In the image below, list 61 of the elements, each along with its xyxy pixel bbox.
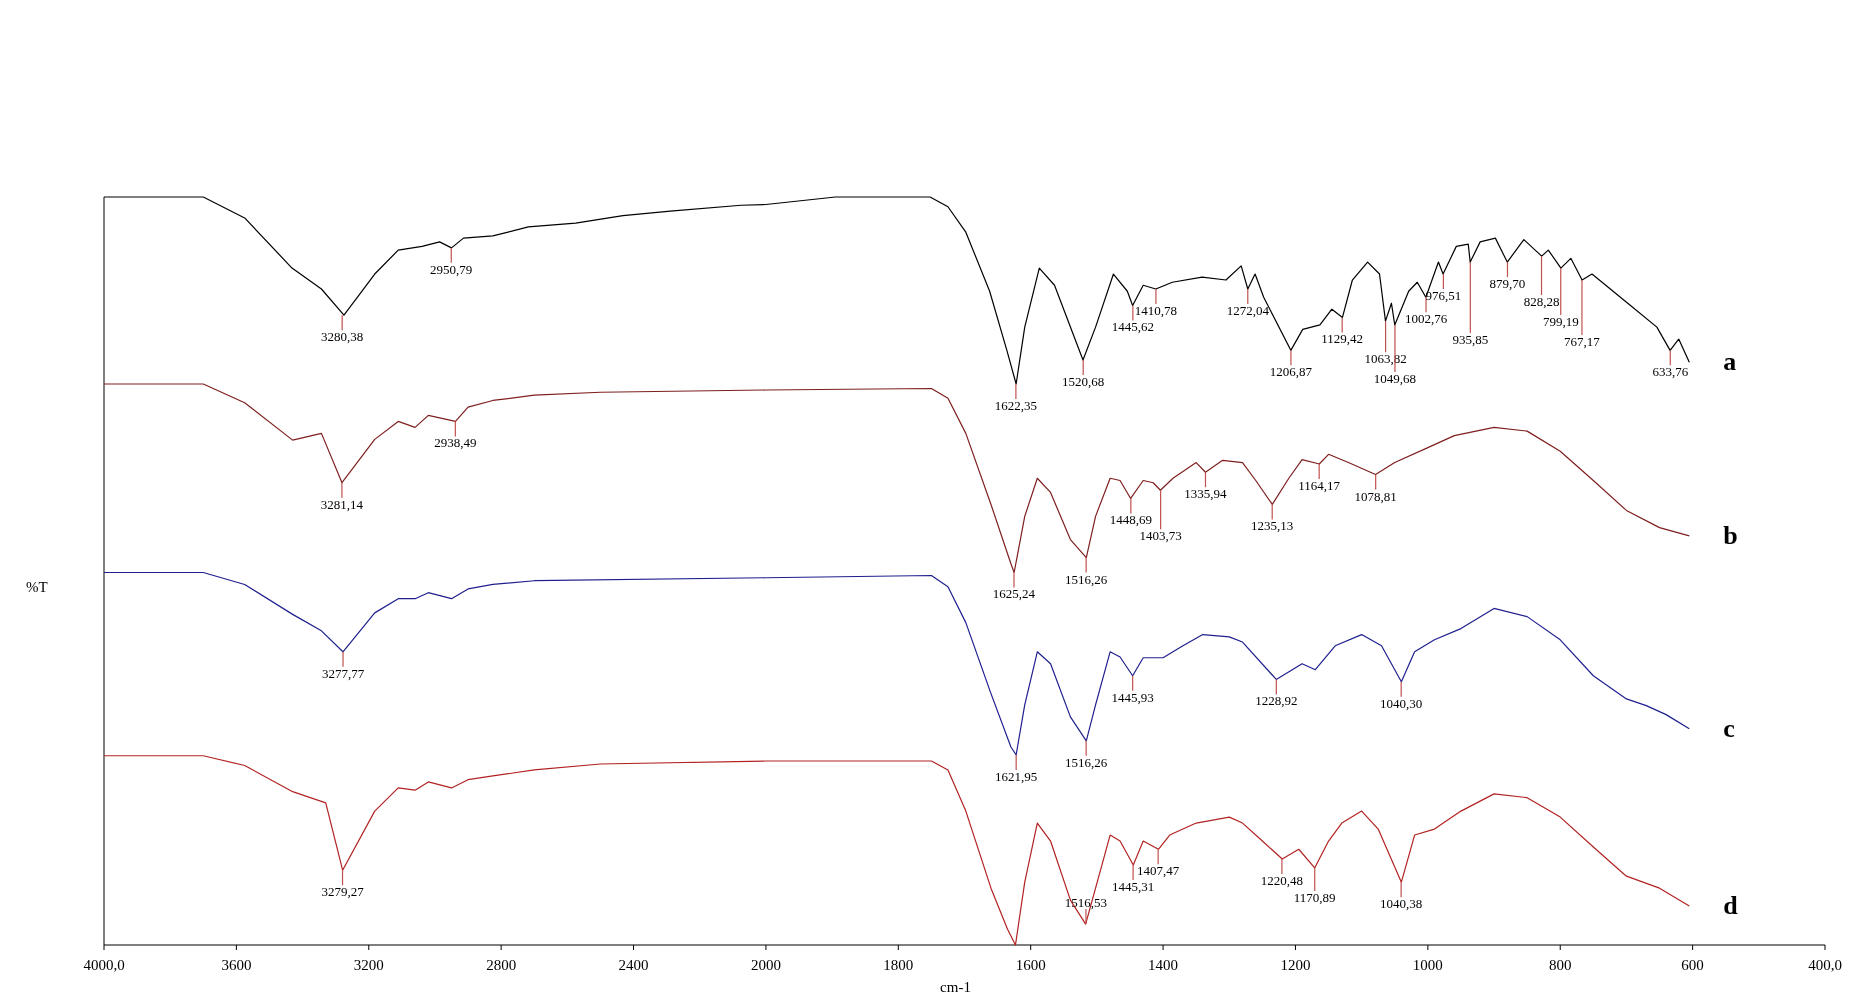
annotation: 1625,24: [992, 586, 1036, 602]
annotation: 1063,82: [1364, 351, 1407, 367]
annotation: 1448,69: [1109, 512, 1152, 528]
annotation: 1206,87: [1269, 364, 1313, 380]
series-label: a: [1723, 347, 1737, 377]
annotation: 1407,47: [1137, 863, 1180, 879]
x-tick-label: 2000: [750, 957, 781, 973]
annotation: 1621,95: [995, 769, 1038, 785]
x-tick-label: 1400: [1148, 957, 1179, 973]
x-tick-label: 800: [1548, 957, 1572, 973]
annotation: 3277,77: [321, 665, 365, 681]
annotation: 1170,89: [1293, 889, 1336, 905]
annotation: 633,76: [1652, 364, 1689, 380]
annotation: 799,19: [1542, 314, 1579, 330]
annotation: 1078,81: [1354, 488, 1397, 504]
annotation: 1228,92: [1255, 693, 1298, 709]
x-tick-label: 2400: [618, 957, 649, 973]
annotation: 1040,38: [1379, 896, 1423, 912]
annotation: 2950,79: [430, 261, 473, 277]
annotation: 1235,13: [1251, 518, 1294, 534]
annotation: 1002,76: [1404, 311, 1448, 327]
annotation: 1403,73: [1139, 528, 1182, 544]
annotation: 1129,42: [1321, 331, 1364, 347]
annotation: 1049,68: [1373, 370, 1417, 386]
x-tick-label: 3600: [221, 957, 252, 973]
annotation: 1516,26: [1065, 571, 1108, 587]
x-tick-label: 1600: [1015, 957, 1046, 973]
annotation: 1520,68: [1062, 374, 1105, 390]
annotation: 1445,93: [1111, 689, 1154, 705]
annotation: 976,51: [1425, 288, 1462, 304]
y-axis-title: %T: [26, 579, 48, 595]
annotation: 828,28: [1523, 294, 1560, 310]
annotation: 1272,04: [1226, 303, 1270, 318]
x-tick-label: 600: [1681, 957, 1704, 973]
annotation: 879,70: [1489, 276, 1526, 292]
annotation: 1622,35: [994, 398, 1038, 413]
x-axis-title: cm-1: [940, 979, 971, 995]
annotation: 1220,48: [1260, 872, 1304, 888]
annotation: 3279,27: [321, 884, 365, 900]
x-tick-label: 4000,0: [83, 957, 125, 973]
x-tick-label: 1000: [1412, 957, 1443, 973]
x-tick-label: 3200: [353, 957, 384, 973]
x-tick-label: 1200: [1280, 957, 1311, 973]
annotation: 3280,38: [321, 329, 364, 345]
x-tick-label: 2800: [486, 957, 517, 973]
annotation: 1164,17: [1298, 478, 1341, 494]
annotation: 1445,62: [1111, 319, 1155, 335]
x-tick-label: 400,0: [1808, 957, 1842, 973]
series-label: d: [1723, 891, 1739, 921]
annotation: 3281,14: [320, 496, 364, 512]
annotation: 1335,94: [1184, 486, 1228, 502]
annotation: 935,85: [1452, 332, 1489, 348]
annotation: 2938,49: [434, 435, 477, 451]
series-label: b: [1723, 520, 1738, 550]
annotation: 1410,78: [1134, 303, 1178, 318]
series-label: c: [1723, 713, 1735, 743]
x-tick-label: 1800: [883, 957, 914, 973]
annotation: 767,17: [1564, 334, 1601, 350]
annotation: 1516,26: [1065, 754, 1108, 770]
annotation: 1445,31: [1111, 878, 1155, 894]
annotation: 1040,30: [1380, 695, 1423, 711]
